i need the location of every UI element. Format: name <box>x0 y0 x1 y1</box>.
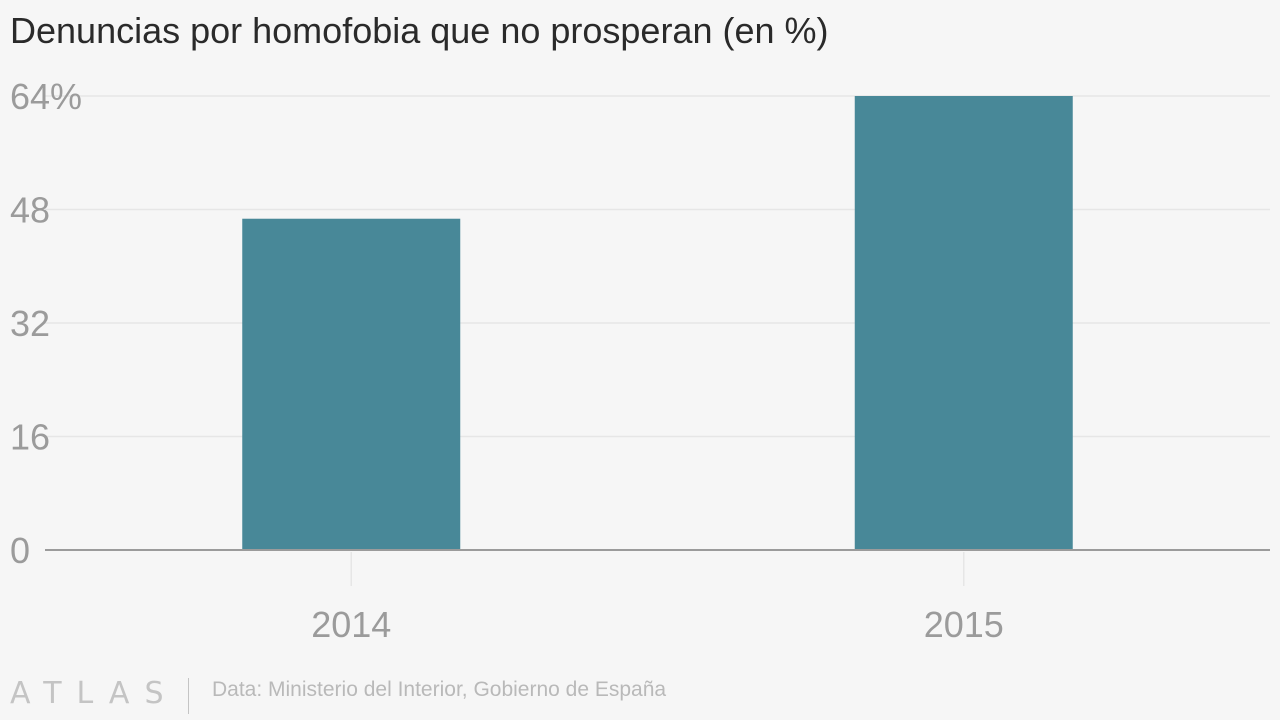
bar-chart: 0 16 32 48 64% 2014 2015 <box>10 76 1270 645</box>
x-tick-label: 2014 <box>311 604 391 645</box>
grid-layer <box>45 95 1270 438</box>
bar-layer <box>242 96 1073 551</box>
x-tick-label: 2015 <box>924 604 1004 645</box>
source-note: Data: Ministerio del Interior, Gobierno … <box>212 678 667 701</box>
footer-divider <box>188 678 189 714</box>
y-tick-label: 0 <box>10 530 30 571</box>
chart-title: Denuncias por homofobia que no prosperan… <box>10 10 829 51</box>
bar-2014 <box>242 218 461 551</box>
atlas-logo: ATLAS <box>10 676 179 711</box>
label-layer: 0 16 32 48 64% 2014 2015 <box>10 76 1004 645</box>
axis-layer <box>45 549 1270 586</box>
y-tick-label: 48 <box>10 190 50 231</box>
y-tick-label: 32 <box>10 303 50 344</box>
y-tick-label: 64% <box>10 76 82 117</box>
footer: ATLAS Data: Ministerio del Interior, Gob… <box>0 672 1280 716</box>
bar-2015 <box>854 96 1073 550</box>
y-tick-label: 16 <box>10 417 50 458</box>
